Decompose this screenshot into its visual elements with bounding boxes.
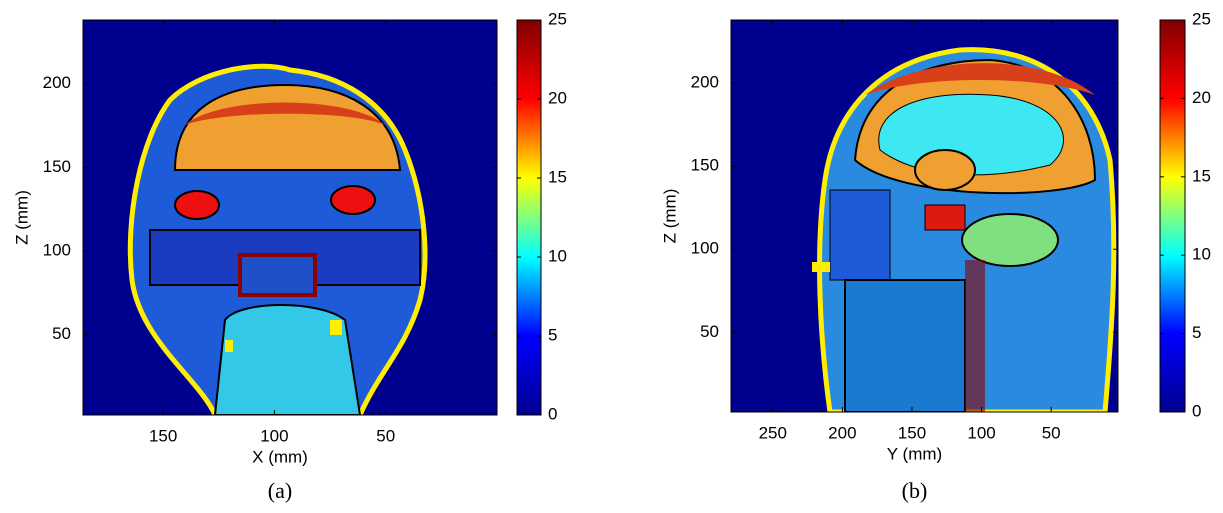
image-b [731, 20, 1118, 412]
y-tick-label: 100 [691, 239, 719, 258]
x-tick-label: 250 [759, 423, 787, 442]
figure: 1501005050100150200X (mm)Z (mm)(a)051015… [0, 0, 1223, 513]
y-tick-label: 150 [691, 156, 719, 175]
colorbar-tick-label: 0 [1192, 401, 1201, 420]
y-axis-label: Z (mm) [12, 190, 31, 245]
colorbar-tick-label: 10 [548, 246, 567, 265]
colorbar-tick-label: 25 [1192, 9, 1211, 28]
x-tick-label: 150 [898, 423, 926, 442]
colorbar-tick-label: 5 [1192, 323, 1201, 342]
colorbar-tick-label: 25 [548, 9, 567, 28]
caption: (b) [902, 478, 928, 503]
x-tick-label: 100 [260, 426, 288, 445]
y-tick-label: 150 [43, 157, 71, 176]
colorbar-tick-label: 5 [548, 325, 557, 344]
y-tick-label: 200 [43, 73, 71, 92]
colorbar-tick-label: 20 [1192, 88, 1211, 107]
y-tick-label: 50 [52, 324, 71, 343]
caption: (a) [268, 478, 292, 503]
image-a [83, 20, 497, 415]
x-axis-label: Y (mm) [887, 444, 942, 463]
colorbar [1160, 20, 1185, 412]
colorbar-tick-label: 15 [548, 167, 567, 186]
x-tick-label: 50 [1042, 423, 1061, 442]
colorbar-tick-label: 15 [1192, 166, 1211, 185]
x-tick-label: 50 [376, 426, 395, 445]
colorbar-tick-label: 0 [548, 404, 557, 423]
colorbar-tick-label: 10 [1192, 245, 1211, 264]
x-axis-label: X (mm) [252, 447, 308, 466]
x-tick-label: 200 [828, 423, 856, 442]
y-tick-label: 100 [43, 240, 71, 259]
y-axis-label: Z (mm) [660, 189, 679, 244]
x-tick-label: 150 [149, 426, 177, 445]
colorbar [517, 20, 541, 415]
colorbar-tick-label: 20 [548, 88, 567, 107]
y-tick-label: 50 [700, 322, 719, 341]
x-tick-label: 100 [967, 423, 995, 442]
y-tick-label: 200 [691, 73, 719, 92]
